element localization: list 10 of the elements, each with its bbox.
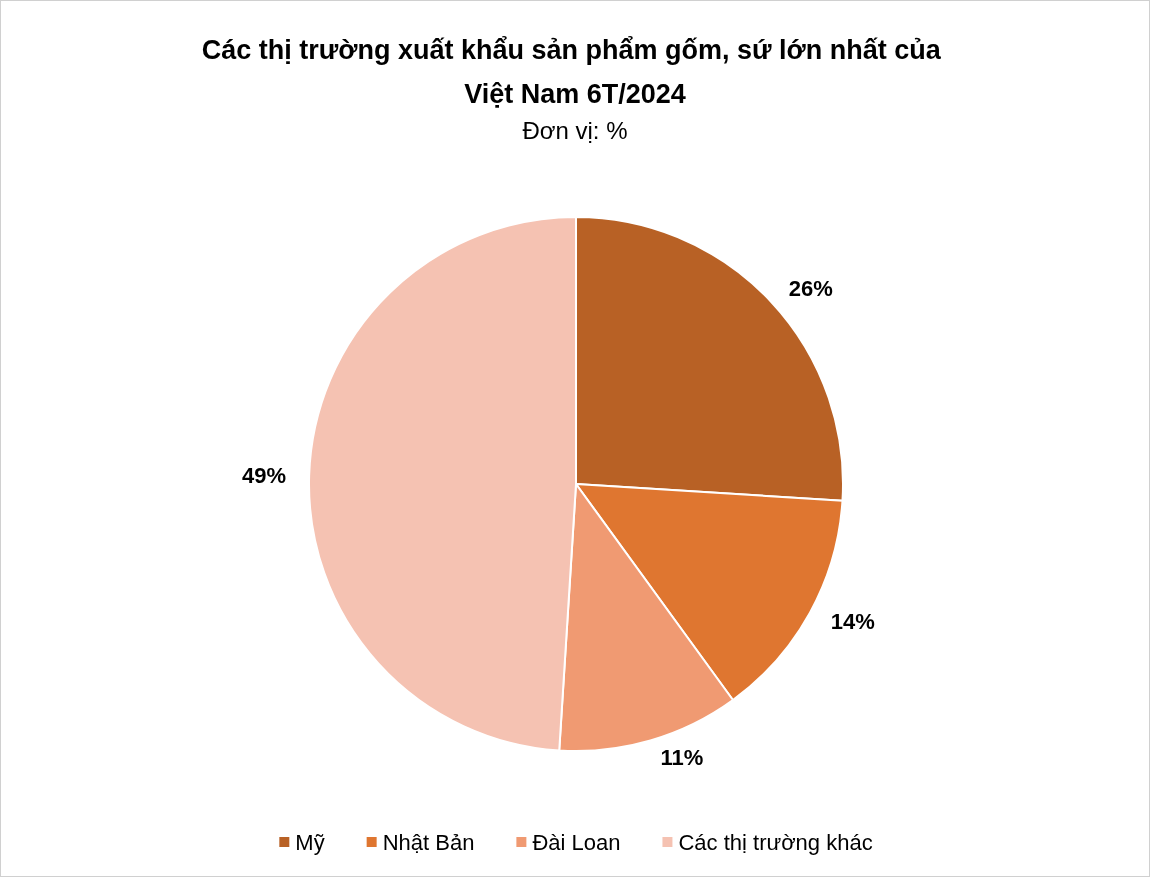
chart-title: Các thị trường xuất khẩu sản phẩm gốm, sứ lớn nhất của Việt Nam 6T/2024 — [201, 35, 949, 109]
legend-label: Nhật Bản — [382, 829, 475, 855]
legend-label: Đài Loan — [532, 829, 621, 855]
data-label: 49% — [242, 462, 287, 488]
data-label: 26% — [788, 276, 833, 302]
chart-subtitle: Đơn vị: % — [522, 116, 628, 144]
data-label: 11% — [660, 745, 704, 771]
legend-label: Các thị trường khác — [678, 829, 873, 855]
data-label: 14% — [830, 608, 875, 634]
legend-label: Mỹ — [295, 829, 325, 855]
